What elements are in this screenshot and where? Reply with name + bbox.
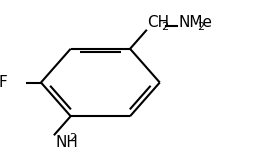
- Text: 2: 2: [161, 22, 168, 32]
- Text: CH: CH: [147, 15, 169, 30]
- Text: 2: 2: [197, 22, 204, 32]
- Text: NH: NH: [56, 135, 79, 150]
- Text: F: F: [0, 75, 7, 90]
- Text: NMe: NMe: [178, 15, 212, 30]
- Text: 2: 2: [69, 133, 76, 143]
